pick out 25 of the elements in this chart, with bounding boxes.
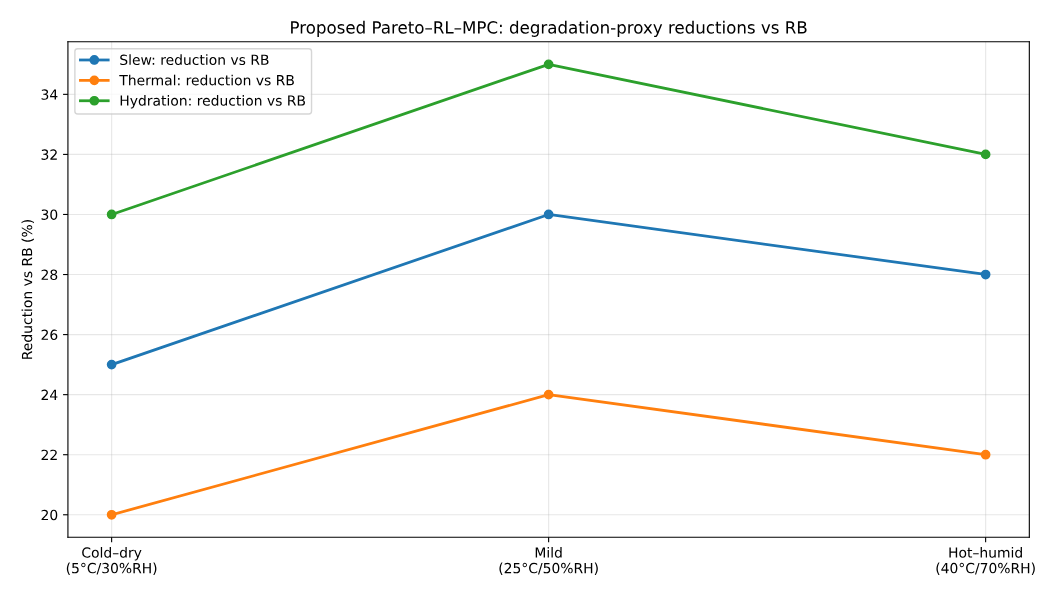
y-axis-title: Reduction vs RB (%) <box>21 220 34 359</box>
y-tick-label: 32 <box>41 149 57 160</box>
point <box>106 509 117 520</box>
y-tick-label: 28 <box>41 269 58 280</box>
x-tick-label: Mild (25°C/50%RH) <box>499 547 598 575</box>
x-tick-label: Hot–humid (40°C/70%RH) <box>936 547 1035 575</box>
point <box>543 389 554 400</box>
point <box>980 149 991 160</box>
y-tick-label: 30 <box>41 209 58 220</box>
point <box>980 269 991 280</box>
legend-label: Thermal: reduction vs RB <box>119 74 294 86</box>
point <box>543 59 554 70</box>
y-tick-label: 34 <box>41 89 58 100</box>
legend-label: Slew: reduction vs RB <box>120 54 269 66</box>
y-tick-label: 22 <box>41 449 57 460</box>
legend-label: Hydration: reduction vs RB <box>120 95 305 109</box>
point <box>106 359 117 370</box>
y-tick-label: 24 <box>41 389 58 400</box>
chart-title: Proposed Pareto–RL–MPC: degradation-proxy reductions vs RB <box>291 20 807 37</box>
point <box>543 209 554 220</box>
y-tick-label: 20 <box>41 509 58 521</box>
y-tick-label: 26 <box>41 329 58 341</box>
point <box>980 449 991 460</box>
x-tick-label: Cold–dry (5°C/30%RH) <box>66 547 157 575</box>
point <box>106 209 117 220</box>
